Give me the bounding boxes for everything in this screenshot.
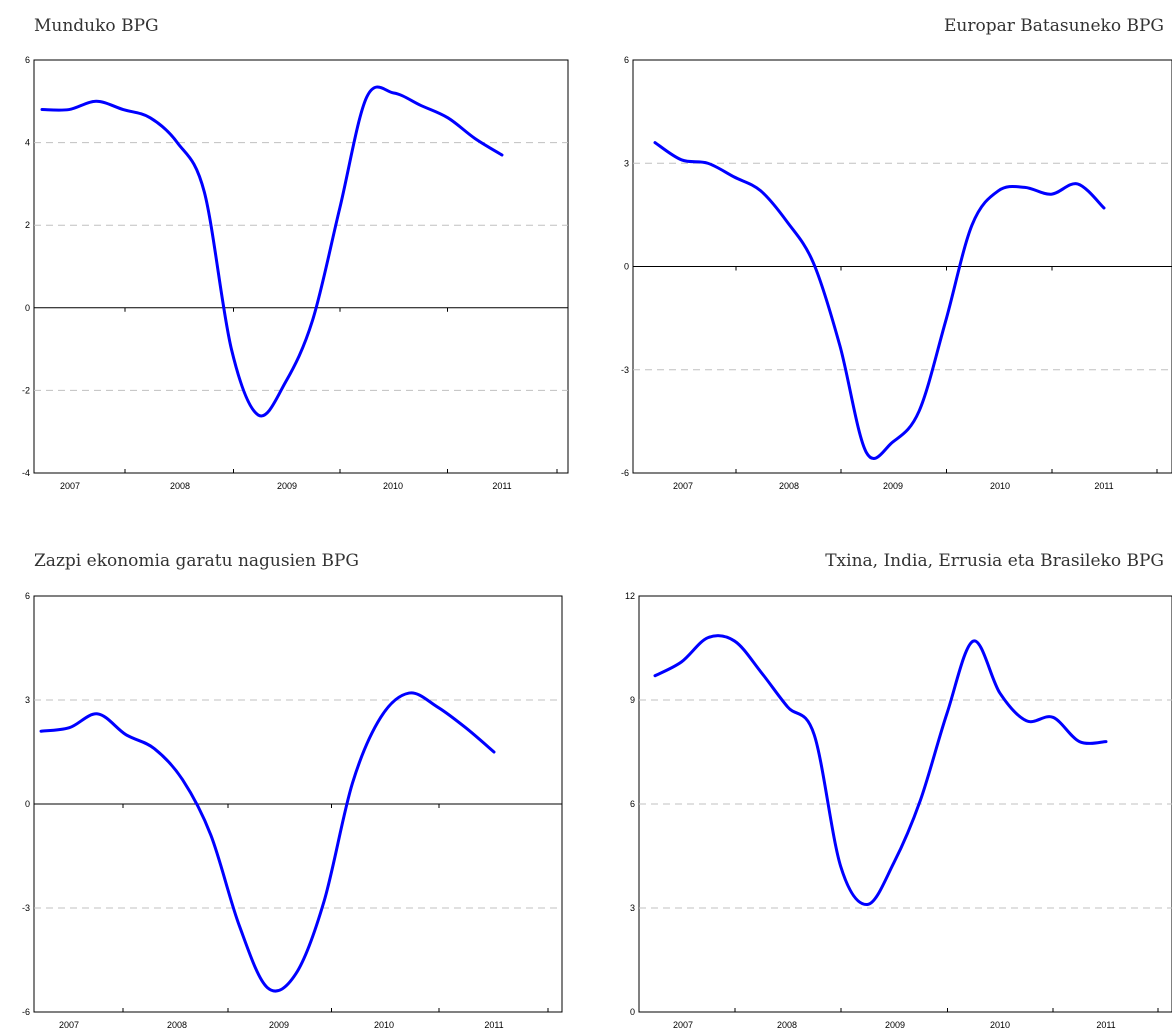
series-line [653,141,1106,460]
x-tick-label: 2008 [779,481,799,491]
chart-panel-world: Munduko BPG 6 4 2 0 -2 -4 2007 2008 2009 2010 2011 [0,0,586,517]
y-tick-label: -6 [621,468,629,478]
chart-bric-gdp: 12 9 6 3 0 2007 2008 2009 2010 2011 [625,591,1172,1030]
x-tick-label: 2007 [673,1020,693,1030]
chart-panel-g7: Zazpi ekonomia garatu nagusien BPG 6 3 0 -3… [0,517,586,1034]
y-tick-label: 2 [25,220,30,230]
x-tick-label: 2008 [777,1020,797,1030]
y-tick-label: 6 [25,591,30,601]
y-tick-label: -3 [621,365,629,375]
chart-world-gdp: 6 4 2 0 -2 -4 2007 2008 2009 2010 2011 [22,55,569,491]
x-tick-label: 2009 [885,1020,905,1030]
chart-panel-bric: Txina, India, Errusia eta Brasileko BPG … [586,517,1172,1034]
y-tick-label: -4 [22,468,30,478]
chart-title: Zazpi ekonomia garatu nagusien BPG [34,551,359,571]
y-tick-label: -3 [22,903,30,913]
plot-frame [33,59,569,474]
y-tick-label: 9 [630,695,635,705]
chart-title: Europar Batasuneko BPG [944,16,1164,36]
chart-g7-gdp: 6 3 0 -3 -6 2007 2008 2009 2010 2011 [22,591,563,1030]
y-tick-label: -2 [22,385,30,395]
y-tick-label: 0 [25,303,30,313]
y-tick-label: 3 [25,695,30,705]
series-line [653,634,1108,907]
x-tick-label: 2008 [170,481,190,491]
y-tick-label: 6 [25,55,30,65]
y-tick-label: 0 [25,799,30,809]
x-tick-label: 2007 [60,481,80,491]
y-tick-label: 3 [624,158,629,168]
y-tick-label: -6 [22,1007,30,1017]
y-tick-label: 0 [630,1007,635,1017]
chart-title: Munduko BPG [34,16,159,36]
y-tick-label: 6 [630,799,635,809]
chart-eu-gdp: 6 3 0 -3 -6 2007 2008 2009 2010 2011 [621,55,1172,491]
x-tick-label: 2009 [269,1020,289,1030]
x-tick-label: 2007 [673,481,693,491]
x-tick-label: 2011 [1094,481,1113,491]
y-tick-label: 0 [624,262,629,272]
x-tick-label: 2011 [1096,1020,1115,1030]
y-tick-label: 4 [25,138,30,148]
chart-panel-eu: Europar Batasuneko BPG 6 3 0 -3 -6 2007 2008 20… [586,0,1172,517]
x-tick-label: 2008 [167,1020,187,1030]
series-line [39,691,496,993]
y-tick-label: 12 [625,591,635,601]
y-tick-label: 3 [630,903,635,913]
x-tick-label: 2011 [484,1020,503,1030]
chart-title: Txina, India, Errusia eta Brasileko BPG [825,551,1164,571]
x-tick-label: 2010 [374,1020,394,1030]
x-tick-label: 2010 [990,1020,1010,1030]
x-tick-label: 2010 [383,481,403,491]
x-tick-label: 2009 [883,481,903,491]
y-tick-label: 6 [624,55,629,65]
x-tick-label: 2007 [59,1020,79,1030]
x-tick-label: 2011 [492,481,511,491]
series-line [40,85,504,418]
x-tick-label: 2010 [990,481,1010,491]
x-tick-label: 2009 [277,481,297,491]
